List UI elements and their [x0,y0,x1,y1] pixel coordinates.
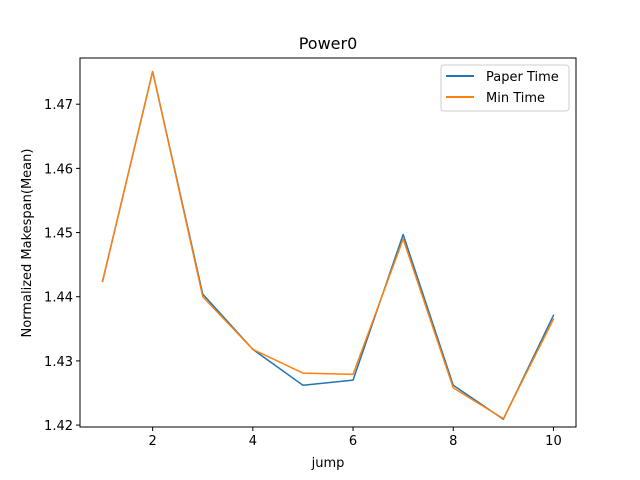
y-tick-label: 1.43 [44,355,73,370]
y-axis-label: Normalized Makespan(Mean) [20,149,35,338]
plot-area-frame [79,57,577,428]
x-tick-label: 2 [149,434,157,449]
x-tick-label: 6 [349,434,357,449]
x-tick-label: 4 [249,434,257,449]
x-axis: 2 4 6 8 10 [149,427,562,449]
series-line-paper-time [101,70,555,421]
legend-label-paper-time: Paper Time [486,70,559,85]
y-tick-label: 1.45 [44,227,73,242]
x-tick-label: 10 [545,434,562,449]
y-tick-label: 1.42 [44,419,73,434]
series-line-min-time [101,70,555,420]
legend: Paper Time Min Time [440,64,570,112]
series-layer [101,70,555,421]
y-axis: 1.42 1.43 1.44 1.45 1.46 1.47 [44,98,80,434]
y-tick-label: 1.47 [44,98,73,113]
legend-label-min-time: Min Time [486,91,545,106]
y-tick-label: 1.44 [44,291,73,306]
x-axis-label: jump [311,456,345,471]
x-tick-label: 8 [449,434,457,449]
y-tick-label: 1.46 [44,162,73,177]
chart-title: Power0 [299,34,358,53]
